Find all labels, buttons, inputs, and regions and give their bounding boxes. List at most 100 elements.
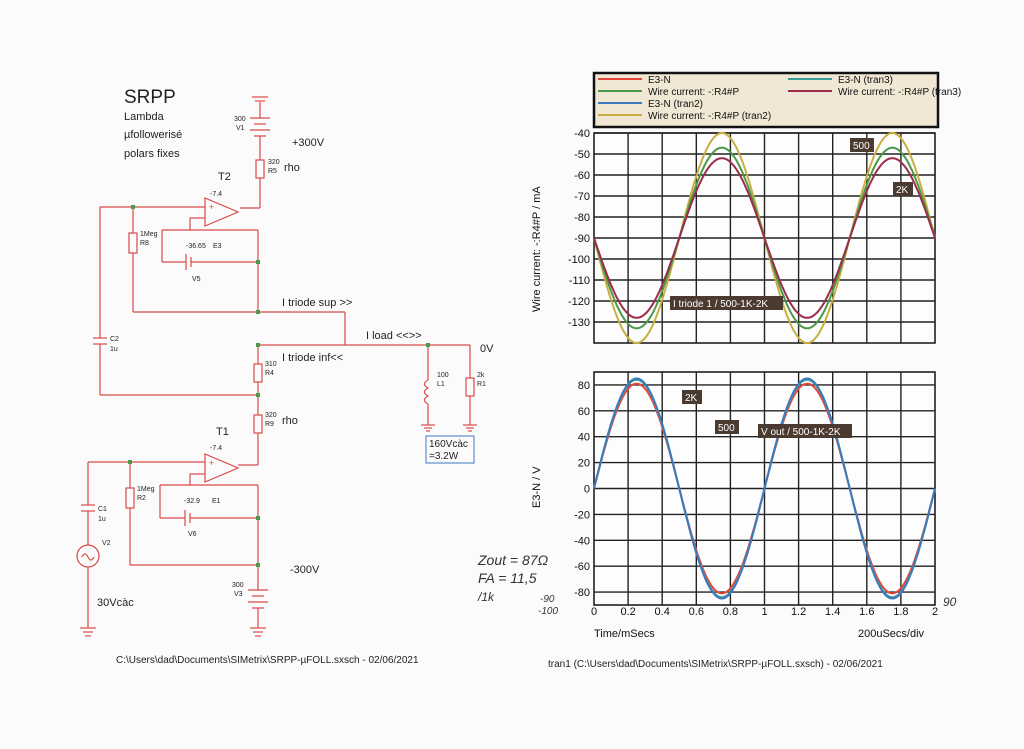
amplifier-e3-symbol bbox=[204, 197, 240, 227]
i-triode-sup-label: I triode sup >> bbox=[282, 297, 352, 309]
v6-name: V6 bbox=[188, 531, 197, 538]
r1-value: 2k bbox=[477, 372, 485, 379]
legend-label-3: Wire current: -:R4#P (tran3) bbox=[838, 87, 961, 98]
chart-footer: tran1 (C:\Users\dad\Documents\SIMetrix\S… bbox=[548, 659, 883, 670]
r8-name: R8 bbox=[140, 240, 149, 247]
handwritten-notes: Zout = 87Ω FA = 11,5 /1k -90 -100 90 bbox=[477, 552, 957, 617]
v3-value: 300 bbox=[232, 582, 244, 589]
x-tick-label: 1 bbox=[761, 606, 767, 618]
zero-volt-label: 0V bbox=[480, 343, 494, 355]
bottom-plot-x-ticks: 0 0.2 0.4 0.6 0.8 1 1.2 1.4 1.6 1.8 2 bbox=[591, 606, 938, 618]
y-tick-label: -20 bbox=[574, 509, 590, 521]
r5-note: rho bbox=[284, 162, 300, 174]
y-tick-label: -50 bbox=[574, 149, 590, 161]
annotation-500-top-text: 500 bbox=[853, 141, 870, 152]
r4-value: 310 bbox=[265, 361, 277, 368]
v1-name: V1 bbox=[236, 125, 245, 132]
resistor-r8 bbox=[128, 232, 138, 254]
legend-label-0: E3-N bbox=[648, 75, 671, 86]
load-power-line-1: 160Vcàc bbox=[429, 439, 468, 450]
series-line-2 bbox=[593, 157, 936, 319]
i-load-label: I load <<>> bbox=[366, 330, 422, 342]
bottom-plot-x-axis-label: Time/mSecs bbox=[594, 628, 655, 640]
bottom-plot-series bbox=[593, 377, 936, 600]
t1-label: T1 bbox=[216, 426, 229, 438]
y-tick-label: 20 bbox=[578, 458, 590, 470]
r2-name: R2 bbox=[137, 495, 146, 502]
resistor-r4 bbox=[253, 363, 263, 383]
legend-box bbox=[592, 71, 940, 129]
bottom-plot-x-unit: 200uSecs/div bbox=[858, 628, 925, 640]
supply-negative-label: -300V bbox=[290, 564, 320, 576]
legend-label-5: Wire current: -:R4#P (tran2) bbox=[648, 111, 771, 122]
supply-positive-label: +300V bbox=[292, 137, 325, 149]
x-tick-label: 1.4 bbox=[825, 606, 840, 618]
ground-symbol-v2 bbox=[80, 627, 96, 637]
y-tick-label: -120 bbox=[568, 296, 590, 308]
resistor-r5 bbox=[255, 159, 265, 179]
load-power-box bbox=[425, 435, 475, 464]
y-tick-label: 80 bbox=[578, 380, 590, 392]
r5-value: 320 bbox=[268, 159, 280, 166]
legend-label-2: Wire current: -:R4#P bbox=[648, 87, 739, 98]
l1-value: 100 bbox=[437, 372, 449, 379]
top-plot-y-axis-label: Wire current: -:R4#P / mA bbox=[531, 186, 543, 312]
r5-name: R5 bbox=[268, 168, 277, 175]
x-tick-label: 0.8 bbox=[723, 606, 738, 618]
e3-gain: -7.4 bbox=[210, 191, 222, 198]
y-tick-label: -70 bbox=[574, 191, 590, 203]
r9-note: rho bbox=[282, 415, 298, 427]
bottom-plot-y-axis-label: E3-N / V bbox=[531, 466, 543, 508]
y-tick-label: -60 bbox=[574, 170, 590, 182]
y-tick-label: 0 bbox=[584, 484, 590, 496]
v5-value: -36.65 bbox=[186, 243, 206, 250]
bottom-plot-y-ticks: 80 60 40 20 0 -20 -40 -60 -80 bbox=[574, 380, 590, 599]
y-tick-label: -110 bbox=[569, 275, 590, 287]
l1-name: L1 bbox=[437, 381, 445, 388]
c2-name: C2 bbox=[110, 336, 119, 343]
e1-name: E1 bbox=[212, 498, 221, 505]
v2-name: V2 bbox=[102, 540, 111, 547]
annotation-2k-top-text: 2K bbox=[896, 185, 909, 196]
schematic-subtitle-2: µfollowerisé bbox=[124, 129, 182, 141]
y-tick-label: 60 bbox=[578, 406, 590, 418]
handwritten-fa: FA = 11,5 bbox=[478, 570, 537, 586]
x-tick-label: 0.2 bbox=[620, 606, 635, 618]
y-tick-label: -80 bbox=[574, 587, 590, 599]
annotation-i-triode: I triode 1 / 500-1K-2K bbox=[670, 296, 783, 310]
schematic-footer: C:\Users\dad\Documents\SIMetrix\SRPP-µFO… bbox=[116, 655, 419, 666]
legend: E3-N E3-N (tran3) Wire current: -:R4#P Wire… bbox=[592, 71, 961, 129]
annotation-500-top: 500 bbox=[850, 138, 874, 152]
schematic-subtitle-1: Lambda bbox=[124, 111, 165, 123]
e1-plus-sign: + bbox=[209, 458, 214, 468]
e3-plus-sign: + bbox=[209, 202, 214, 212]
r9-value: 320 bbox=[265, 412, 277, 419]
v6-value: -32.9 bbox=[184, 498, 200, 505]
schematic bbox=[76, 96, 477, 637]
y-tick-label: -40 bbox=[574, 128, 590, 140]
annotation-500-bottom: 500 bbox=[715, 420, 739, 434]
r1-name: R1 bbox=[477, 381, 486, 388]
y-tick-label: -80 bbox=[574, 212, 590, 224]
v1-value: 300 bbox=[234, 116, 246, 123]
legend-label-1: E3-N (tran3) bbox=[838, 75, 893, 86]
amplifier-e1-symbol bbox=[204, 453, 240, 483]
top-plot: -40 -50 -60 -70 -80 -90 -100 -110 -120 -130 Wire … bbox=[531, 128, 936, 345]
ground-symbol-l1 bbox=[421, 424, 435, 432]
handwritten-zout: Zout = 87Ω bbox=[477, 552, 549, 568]
handwritten-per-1k: /1k bbox=[477, 590, 495, 604]
battery-v1-symbol bbox=[250, 96, 270, 160]
x-tick-label: 0.4 bbox=[655, 606, 670, 618]
schematic-labels: SRPP Lambda µfollowerisé polars fixes 30… bbox=[97, 87, 494, 666]
annotation-v-out: V out / 500-1K-2K bbox=[758, 424, 852, 438]
x-tick-label: 0.6 bbox=[689, 606, 704, 618]
r4-name: R4 bbox=[265, 370, 274, 377]
handwritten-neg-100: -100 bbox=[538, 606, 558, 617]
x-tick-label: 0 bbox=[591, 606, 597, 618]
annotation-2k-bottom-text: 2K bbox=[685, 393, 698, 404]
i-triode-inf-label: I triode inf<< bbox=[282, 352, 343, 364]
c2-value: 1u bbox=[110, 346, 118, 353]
ground-symbol-r1 bbox=[463, 424, 477, 432]
junction-dots bbox=[128, 205, 430, 567]
